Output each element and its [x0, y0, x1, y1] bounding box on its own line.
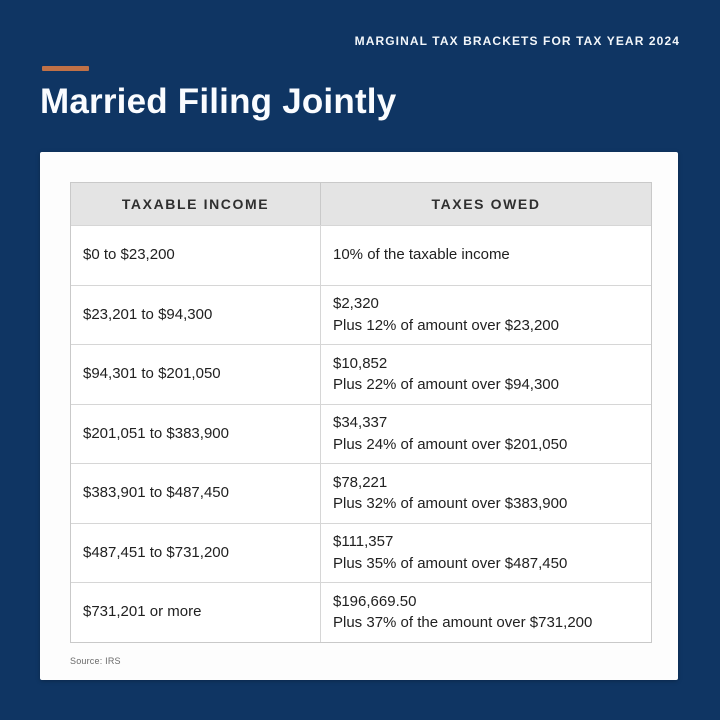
table-header-row: TAXABLE INCOME TAXES OWED [71, 183, 651, 225]
table-row: $23,201 to $94,300 $2,320 Plus 12% of am… [71, 284, 651, 344]
table-row: $731,201 or more $196,669.50 Plus 37% of… [71, 582, 651, 642]
taxable-income-cell: $201,051 to $383,900 [83, 424, 229, 442]
tax-table: TAXABLE INCOME TAXES OWED $0 to $23,200 … [70, 182, 652, 643]
table-card: TAXABLE INCOME TAXES OWED $0 to $23,200 … [40, 152, 678, 680]
table-row: $94,301 to $201,050 $10,852 Plus 22% of … [71, 344, 651, 404]
taxes-owed-base: 10% of the taxable income [333, 246, 510, 264]
taxable-income-cell: $23,201 to $94,300 [83, 305, 213, 323]
taxes-owed-base: $2,320 [333, 295, 379, 312]
table-row: $0 to $23,200 10% of the taxable income [71, 225, 651, 285]
page-title: Married Filing Jointly [40, 82, 397, 121]
taxes-owed-cell: $34,337 Plus 24% of amount over $201,050 [320, 404, 651, 463]
taxes-owed-cell: $78,221 Plus 32% of amount over $383,900 [320, 464, 651, 523]
taxes-owed-formula: Plus 35% of amount over $487,450 [333, 554, 568, 572]
taxes-owed-base: $111,357 [333, 533, 394, 550]
taxes-owed-formula: Plus 24% of amount over $201,050 [333, 435, 568, 453]
taxable-income-cell: $383,901 to $487,450 [83, 484, 229, 502]
taxable-income-cell: $731,201 or more [83, 603, 202, 621]
taxes-owed-cell: $111,357 Plus 35% of amount over $487,45… [320, 523, 651, 582]
taxable-income-cell: $94,301 to $201,050 [83, 365, 221, 383]
table-row: $201,051 to $383,900 $34,337 Plus 24% of… [71, 403, 651, 463]
taxes-owed-formula: Plus 12% of amount over $23,200 [333, 316, 559, 334]
taxes-owed-formula: Plus 22% of amount over $94,300 [333, 376, 559, 394]
table-row: $383,901 to $487,450 $78,221 Plus 32% of… [71, 463, 651, 523]
taxes-owed-base: $78,221 [333, 473, 388, 491]
taxable-income-cell: $0 to $23,200 [83, 246, 175, 264]
taxes-owed-base: $34,337 [333, 414, 388, 431]
accent-dash [42, 66, 89, 71]
taxes-owed-formula: Plus 32% of amount over $383,900 [333, 495, 568, 513]
taxes-owed-cell: $2,320 Plus 12% of amount over $23,200 [320, 285, 651, 344]
column-header-taxes-owed: TAXES OWED [320, 183, 651, 225]
source-note: Source: IRS [70, 656, 121, 666]
taxes-owed-cell: 10% of the taxable income [320, 226, 651, 285]
taxable-income-cell: $487,451 to $731,200 [83, 543, 229, 561]
taxes-owed-base: $196,669.50 [333, 592, 417, 610]
taxes-owed-base: $10,852 [333, 354, 388, 372]
eyebrow-label: MARGINAL TAX BRACKETS FOR TAX YEAR 2024 [354, 34, 680, 48]
taxes-owed-cell: $196,669.50 Plus 37% of the amount over … [320, 583, 651, 642]
taxes-owed-formula: Plus 37% of the amount over $731,200 [333, 614, 593, 632]
column-header-taxable-income: TAXABLE INCOME [121, 196, 270, 212]
taxes-owed-cell: $10,852 Plus 22% of amount over $94,300 [320, 345, 651, 404]
table-row: $487,451 to $731,200 $111,357 Plus 35% o… [71, 522, 651, 582]
